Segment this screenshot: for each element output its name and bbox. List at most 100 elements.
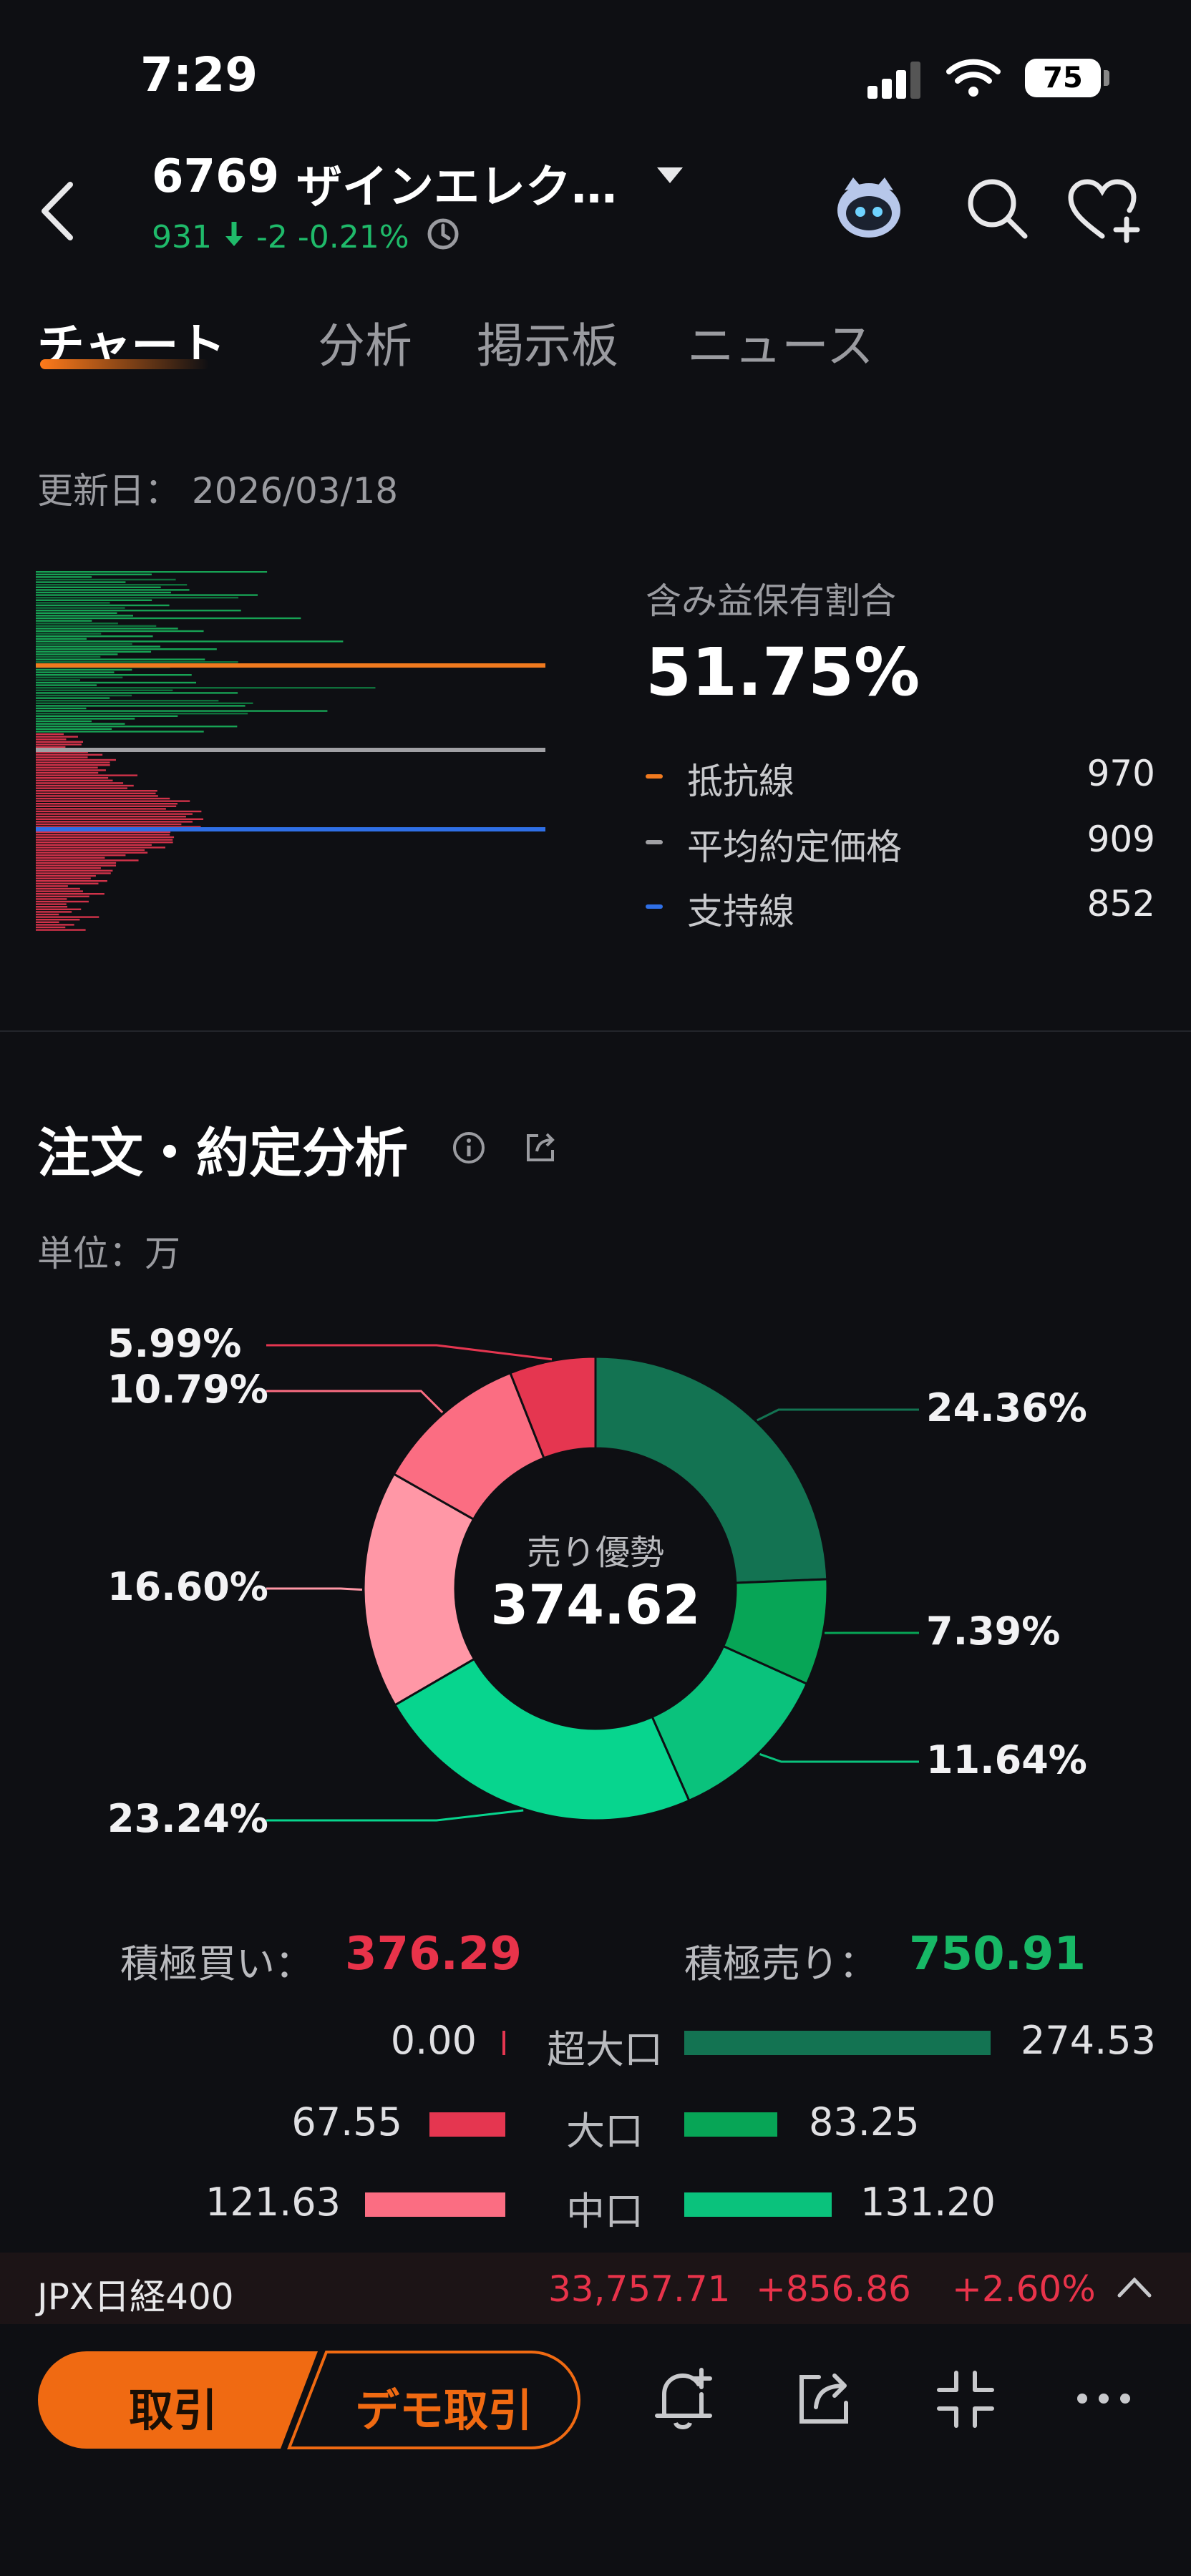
donut-slice-label: 11.64%	[926, 1737, 1087, 1782]
back-icon[interactable]	[37, 179, 80, 243]
histogram-bar	[36, 777, 109, 779]
category-label: 大口	[566, 2109, 643, 2154]
update-date: 更新日： 2026/03/18	[37, 462, 398, 514]
category-label: 中口	[566, 2189, 643, 2234]
price-line: 931 -2 -0.21%	[152, 216, 461, 255]
unit-label: 単位：万	[37, 1233, 180, 1274]
more-icon[interactable]	[1075, 2390, 1132, 2407]
histogram-bar	[36, 702, 253, 704]
histogram-bar	[36, 800, 190, 802]
donut-slice	[362, 1472, 476, 1707]
tab-news[interactable]: ニュース	[687, 318, 874, 374]
donut-slice-label: 24.36%	[926, 1385, 1087, 1430]
histogram-bar	[36, 929, 86, 931]
histogram-bar	[36, 578, 176, 581]
legend-value: 909	[1087, 819, 1155, 860]
histogram-bar	[36, 689, 173, 691]
section-title: 注文・約定分析	[37, 1111, 558, 1187]
signal-icon	[867, 62, 920, 99]
tab-analysis[interactable]: 分析	[318, 318, 412, 374]
histogram-bar	[36, 769, 106, 771]
chevron-down-icon[interactable]	[656, 165, 684, 186]
donut-slice-label: 5.99%	[107, 1321, 242, 1366]
demo-trade-button[interactable]: デモ取引	[354, 2384, 533, 2436]
histogram-bar	[36, 836, 175, 839]
histogram-bar	[36, 792, 156, 794]
assistant-robot-icon[interactable]	[832, 169, 906, 243]
chevron-up-icon[interactable]	[1117, 2274, 1152, 2300]
share-icon[interactable]	[522, 1130, 558, 1166]
histogram-bar	[36, 648, 217, 650]
histogram-bar	[36, 841, 173, 844]
trade-buttons-group	[38, 2351, 580, 2449]
histogram-bar	[36, 661, 238, 663]
histogram-bar	[36, 761, 110, 763]
histogram-bar	[36, 694, 132, 697]
histogram-bar	[36, 898, 67, 900]
search-icon[interactable]	[965, 176, 1029, 240]
stock-name[interactable]: ザインエレク…	[296, 161, 617, 214]
histogram-bar	[36, 803, 178, 805]
leader-line	[266, 1587, 363, 1591]
histogram-bar	[36, 872, 111, 874]
histogram-bar	[36, 573, 152, 575]
histogram-bar	[36, 756, 88, 758]
histogram-bar	[36, 921, 59, 923]
order-row-extra-large: 0.00 超大口 274.53	[0, 2018, 1191, 2075]
leader-line	[266, 1809, 524, 1822]
histogram-bar	[36, 908, 82, 910]
histogram-bar	[36, 633, 102, 635]
share-icon[interactable]	[793, 2368, 855, 2430]
tab-active-indicator	[40, 359, 209, 369]
histogram-bar	[36, 640, 344, 643]
histogram-bar	[36, 623, 118, 625]
histogram-bar	[36, 823, 182, 826]
update-date-value: 2026/03/18	[191, 470, 399, 512]
add-favorite-icon[interactable]	[1068, 179, 1142, 243]
histogram-bar	[36, 874, 96, 877]
histogram-bar	[36, 764, 110, 766]
histogram-bar	[36, 674, 192, 676]
leader-line	[266, 1344, 553, 1361]
legend-dash	[646, 774, 663, 779]
sell-bar	[684, 2031, 991, 2055]
histogram-bar	[36, 790, 157, 792]
collapse-icon[interactable]	[935, 2368, 996, 2430]
ticker-name: JPX日経400	[37, 2276, 234, 2318]
trade-button[interactable]: 取引	[128, 2384, 218, 2436]
sell-value: 274.53	[1021, 2018, 1156, 2063]
histogram-bar	[36, 926, 66, 929]
histogram-bar	[36, 746, 66, 748]
tab-board[interactable]: 掲示板	[477, 318, 618, 374]
histogram-bar	[36, 751, 88, 753]
histogram-bar	[36, 854, 126, 857]
histogram-bar	[36, 797, 170, 800]
donut-slice	[393, 1657, 691, 1822]
price-change: -2	[256, 219, 288, 255]
histogram-bar	[36, 692, 238, 694]
legend-average-price: 平均約定価格 909	[646, 819, 1155, 869]
histogram-bar	[36, 571, 268, 573]
legend-label: 抵抗線	[687, 761, 794, 802]
histogram-bar	[36, 818, 204, 820]
buy-bar	[429, 2112, 505, 2137]
histogram-bar	[36, 839, 173, 841]
histogram-bar	[36, 880, 107, 882]
histogram-bar	[36, 862, 117, 864]
histogram-bar	[36, 723, 125, 725]
info-icon[interactable]	[451, 1130, 487, 1166]
histogram-bar	[36, 805, 177, 807]
histogram-bar	[36, 924, 74, 926]
legend-label: 支持線	[687, 891, 794, 932]
histogram-bar	[36, 831, 171, 833]
histogram-bar	[36, 816, 186, 818]
histogram-bar	[36, 720, 92, 723]
histogram-bar	[36, 668, 132, 671]
leader-line	[759, 1753, 919, 1763]
histogram-bar	[36, 900, 89, 903]
histogram-bar	[36, 808, 166, 810]
histogram-bar	[36, 607, 125, 609]
price-alert-icon[interactable]	[651, 2366, 716, 2434]
index-ticker-bar[interactable]	[0, 2253, 1191, 2324]
histogram-bar	[36, 687, 376, 689]
